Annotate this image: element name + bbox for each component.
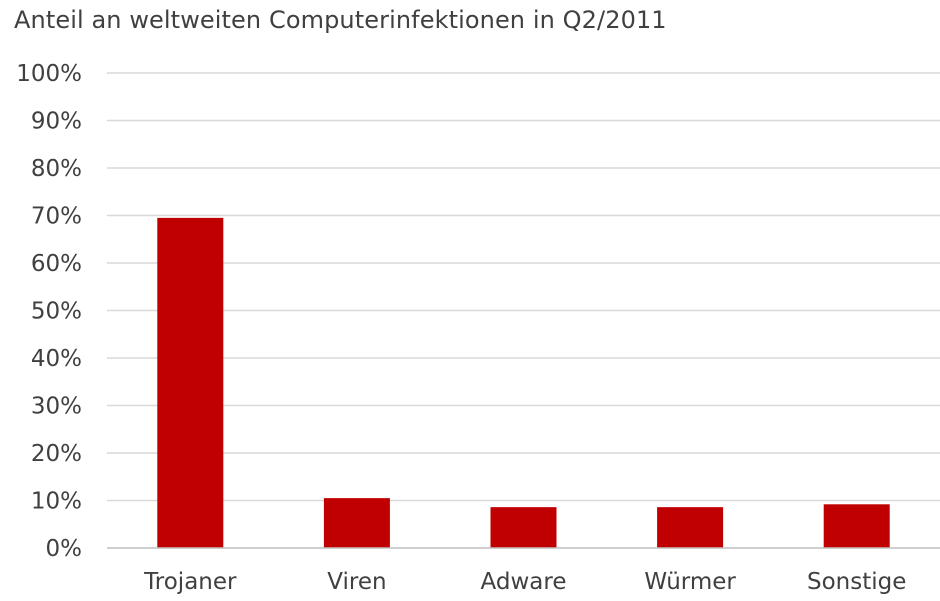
y-axis-tick-labels: 0% 10% 20% 30% 40% 50% 60% 70% 80% 90% 100% [16, 61, 82, 562]
bar-sonstige [823, 504, 890, 548]
x-category-label: Trojaner [143, 569, 237, 595]
y-tick-label: 80% [31, 156, 82, 182]
x-category-label: Würmer [644, 569, 736, 595]
y-tick-label: 30% [31, 394, 82, 420]
y-tick-label: 40% [31, 346, 82, 372]
bar-würmer [657, 507, 724, 548]
y-tick-label: 20% [31, 441, 82, 467]
x-axis-category-labels: Trojaner Viren Adware Würmer Sonstige [143, 569, 906, 595]
y-tick-label: 50% [31, 299, 82, 325]
bar-viren [323, 498, 390, 548]
x-category-label: Viren [327, 569, 386, 595]
y-tick-label: 10% [31, 489, 82, 515]
x-category-label: Adware [481, 569, 567, 595]
bar-adware [490, 507, 557, 548]
y-tick-label: 100% [16, 61, 82, 87]
y-tick-label: 90% [31, 109, 82, 135]
chart-title: Anteil an weltweiten Computerinfektionen… [14, 6, 667, 34]
x-category-label: Sonstige [807, 569, 906, 595]
bars [157, 217, 890, 548]
y-tick-label: 60% [31, 251, 82, 277]
y-tick-label: 0% [46, 536, 83, 562]
bar-trojaner [157, 217, 224, 548]
gridlines [107, 72, 940, 502]
y-tick-label: 70% [31, 204, 82, 230]
